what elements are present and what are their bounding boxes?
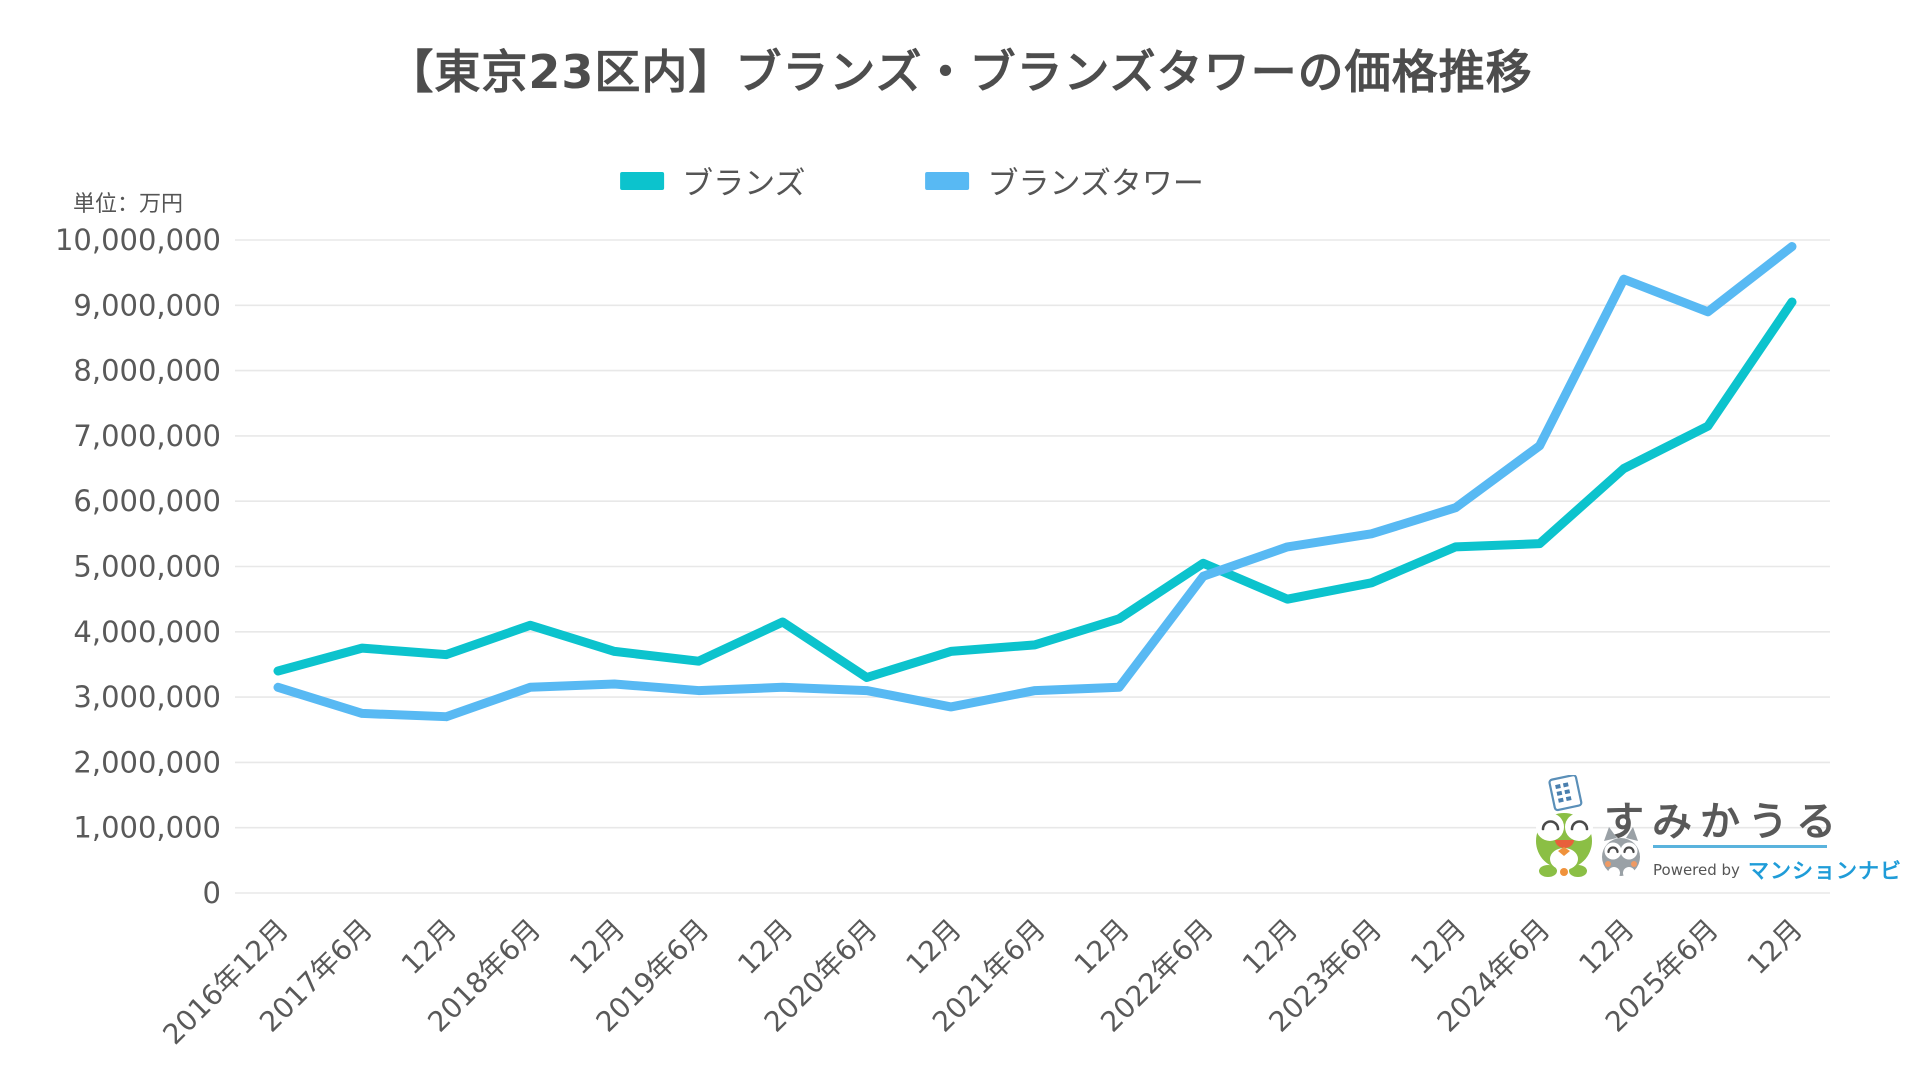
x-axis-tick-label: 12月 — [1572, 913, 1640, 981]
series-line-branz — [273, 297, 1797, 683]
y-axis-tick-label: 8,000,000 — [73, 354, 221, 388]
y-axis-tick-label: 7,000,000 — [73, 419, 221, 453]
cat-mascot-icon — [1602, 827, 1640, 879]
frog-mascot-icon — [1536, 813, 1593, 877]
chart-legend: ブランズ ブランズタワー — [620, 158, 1204, 203]
building-icon — [1548, 775, 1583, 812]
logo-brand-text: すみかうる — [1604, 799, 1844, 845]
logo-divider — [1653, 845, 1827, 848]
x-axis-tick-label: 12月 — [1741, 913, 1809, 981]
x-axis-tick-label: 12月 — [395, 913, 463, 981]
y-axis-tick-label: 0 — [203, 876, 221, 910]
legend-item-branz: ブランズ — [620, 158, 806, 203]
legend-swatch-branz-tower — [925, 171, 970, 190]
y-axis-tick-label: 10,000,000 — [55, 223, 221, 257]
y-axis-tick-label: 1,000,000 — [73, 811, 221, 845]
x-axis-tick-label: 12月 — [563, 913, 631, 981]
y-axis-tick-label: 3,000,000 — [73, 680, 221, 714]
x-axis-tick-label: 12月 — [900, 913, 968, 981]
x-axis-tick-label: 12月 — [1068, 913, 1136, 981]
legend-item-branz-tower: ブランズタワー — [925, 158, 1204, 203]
powered-brand-text: マンションナビ — [1747, 859, 1902, 883]
page-title: 【東京23区内】ブランズ・ブランズタワーの価格推移 — [387, 45, 1533, 99]
legend-swatch-branz — [620, 171, 665, 190]
mascot-characters-icon — [1536, 775, 1640, 879]
y-axis-unit-label: 単位：万円 — [73, 192, 184, 217]
logo-powered-row: Powered by マンションナビ — [1653, 855, 1902, 885]
x-axis-tick-label: 12月 — [1236, 913, 1304, 981]
y-axis-tick-label: 6,000,000 — [73, 484, 221, 518]
y-axis-tick-label: 9,000,000 — [73, 288, 221, 322]
legend-label-branz-tower: ブランズタワー — [987, 166, 1204, 202]
y-axis-tick-label: 2,000,000 — [73, 745, 221, 779]
series-line-branz-tower — [273, 242, 1797, 722]
y-axis-tick-label: 4,000,000 — [73, 615, 221, 649]
powered-by-text: Powered by — [1653, 861, 1740, 879]
legend-label-branz: ブランズ — [682, 166, 806, 202]
x-axis-tick-label: 12月 — [731, 913, 799, 981]
y-axis-tick-label: 5,000,000 — [73, 550, 221, 584]
site-logo: すみかうる Powered by マンションナビ — [1522, 775, 1901, 890]
x-axis-tick-label: 12月 — [1404, 913, 1472, 981]
